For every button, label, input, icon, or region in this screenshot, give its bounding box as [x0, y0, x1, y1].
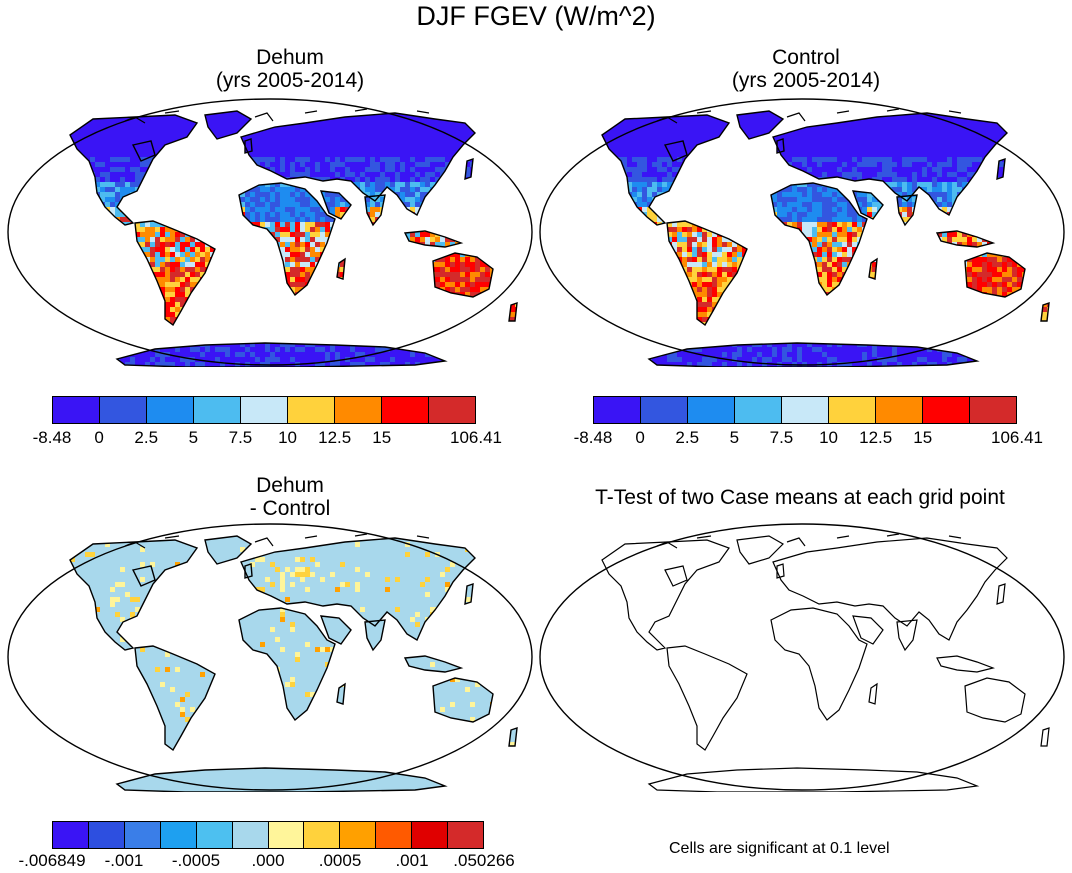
colorbar-swatch: [194, 397, 241, 423]
colorbar-swatch: [829, 397, 876, 423]
map-border: [7, 98, 533, 366]
colorbar-swatch: [641, 397, 688, 423]
colorbar-tick-label: 7.5: [228, 428, 253, 447]
colorbar-tick-label: 2.5: [134, 428, 159, 447]
map-ttest: [539, 523, 1065, 792]
colorbar-swatch: [53, 397, 100, 423]
colorbar-swatch: [53, 822, 89, 848]
colorbar-swatch: [124, 822, 161, 848]
coastlines: [601, 108, 1050, 367]
panel-title-line1: Dehum: [256, 474, 324, 497]
colorbar-swatch: [232, 822, 269, 848]
colorbar-swatch: [241, 397, 288, 423]
colorbar-swatch: [594, 397, 641, 423]
map-border: [539, 523, 1065, 791]
colorbar-swatch: [735, 397, 782, 423]
colorbar-swatch: [288, 397, 335, 423]
panel-title-line2: (yrs 2005-2014): [215, 69, 365, 92]
map-difference: [7, 523, 533, 792]
colorbar-tick-label: 15: [372, 428, 392, 447]
map-control: [539, 98, 1065, 367]
colorbar-tick-label: .050266: [453, 851, 515, 870]
colorbar-tick-label: -.0005: [171, 851, 221, 870]
colorbar-swatch: [88, 822, 125, 848]
colorbar-labels-dehum: -8.48 0 2.5 5 7.5 10 12.5 15 106.41: [33, 428, 502, 450]
colorbar-tick-label: 5: [188, 428, 199, 447]
colorbar-tick-label: -8.48: [573, 428, 613, 447]
colorbar-difference: [52, 821, 484, 849]
panel-title-line1: Dehum: [256, 46, 324, 69]
colorbar-tick-label: .001: [395, 851, 429, 870]
colorbar-tick-label: 12.5: [859, 428, 893, 447]
colorbar-swatch: [429, 397, 475, 423]
colorbar-tick-label: 106.41: [450, 428, 502, 447]
colorbar-swatch: [268, 822, 305, 848]
colorbar-control: [593, 396, 1017, 424]
panel-title-line1: T-Test of two Case means at each grid po…: [595, 486, 1005, 509]
map-border: [539, 98, 1065, 366]
colorbar-swatch: [970, 397, 1016, 423]
colorbar-tick-label: 0: [94, 428, 104, 447]
colorbar-labels-control: -8.48 0 2.5 5 7.5 10 12.5 15 106.41: [574, 428, 1043, 450]
colorbar-swatch: [412, 822, 449, 848]
panel-title-line1: Control: [772, 46, 840, 69]
panel-title-line2: - Control: [249, 497, 331, 520]
colorbar-swatch: [335, 397, 382, 423]
panel-title-ttest: T-Test of two Case means at each grid po…: [520, 486, 1072, 509]
colorbar-tick-label: 12.5: [318, 428, 352, 447]
colorbar-tick-label: -.001: [104, 851, 144, 870]
colorbar-tick-label: 0: [635, 428, 645, 447]
panel-title-line2: (yrs 2005-2014): [731, 69, 881, 92]
panel-title-difference: Dehum - Control: [40, 474, 540, 520]
colorbar-tick-label: 106.41: [991, 428, 1043, 447]
panel-title-dehum: Dehum (yrs 2005-2014): [40, 46, 540, 92]
map-dehum: [7, 98, 533, 367]
coastlines: [69, 108, 518, 367]
colorbar-swatch: [304, 822, 341, 848]
colorbar-labels-difference: -.006849 -.001 -.0005 .000 .0005 .001 .050266: [18, 851, 514, 873]
coastlines: [601, 533, 1050, 792]
colorbar-swatch: [160, 822, 197, 848]
panel-title-control: Control (yrs 2005-2014): [556, 46, 1056, 92]
colorbar-tick-label: .0005: [318, 851, 362, 870]
colorbar-swatch: [147, 397, 194, 423]
colorbar-swatch: [923, 397, 970, 423]
colorbar-tick-label: 15: [913, 428, 933, 447]
colorbar-tick-label: -.006849: [18, 851, 86, 870]
colorbar-swatch: [376, 822, 413, 848]
colorbar-swatch: [448, 822, 484, 848]
colorbar-tick-label: 10: [819, 428, 839, 447]
colorbar-swatch: [340, 822, 377, 848]
colorbar-tick-label: 5: [729, 428, 740, 447]
colorbar-swatch: [382, 397, 429, 423]
colorbar-tick-label: 10: [278, 428, 298, 447]
colorbar-swatch: [196, 822, 233, 848]
figure-title: DJF FGEV (W/m^2): [416, 1, 656, 31]
colorbar-swatch: [100, 397, 147, 423]
colorbar-tick-label: 7.5: [769, 428, 794, 447]
colorbar-tick-label: 2.5: [675, 428, 700, 447]
colorbar-swatch: [782, 397, 829, 423]
colorbar-tick-label: .000: [251, 851, 285, 870]
map-border: [7, 523, 533, 791]
significance-note: Cells are significant at 0.1 level: [669, 840, 890, 857]
coastlines: [69, 533, 518, 792]
colorbar-dehum: [52, 396, 476, 424]
colorbar-swatch: [688, 397, 735, 423]
colorbar-swatch: [876, 397, 923, 423]
colorbar-tick-label: -8.48: [32, 428, 72, 447]
